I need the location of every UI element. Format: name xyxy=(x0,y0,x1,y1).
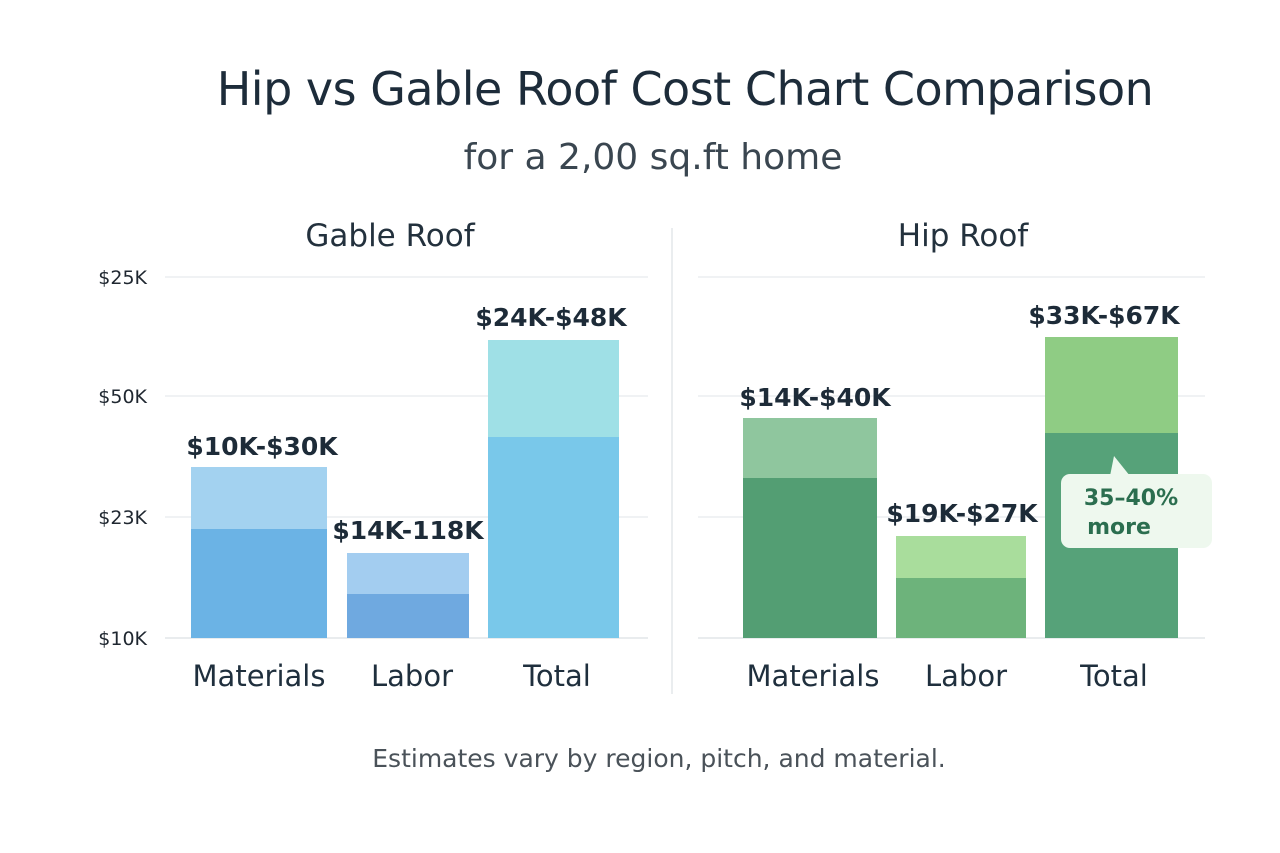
gable-roof-panel: Gable Roof $10K-$30K Materials $14K-118K Lab… xyxy=(186,218,628,693)
bar-range-upper xyxy=(1045,337,1178,433)
y-tick-label: $25K xyxy=(98,267,147,289)
callout-line-2: more xyxy=(1087,515,1151,540)
bar-range-base xyxy=(743,478,877,638)
bar-range-base xyxy=(347,594,469,638)
bar-range-upper xyxy=(488,340,619,437)
y-tick-label: $23K xyxy=(98,507,147,529)
bar-range-upper xyxy=(347,553,469,594)
chart-subtitle: for a 2,00 sq.ft home xyxy=(463,137,843,178)
bar-range-upper xyxy=(743,418,877,478)
bar-range-base xyxy=(191,529,327,638)
footnote: Estimates vary by region, pitch, and mat… xyxy=(372,744,946,773)
x-category-label: Labor xyxy=(925,659,1007,693)
callout-box xyxy=(1061,474,1212,548)
callout-pointer xyxy=(1110,456,1130,476)
y-axis-ticks: $25K $50K $23K $10K xyxy=(98,267,147,650)
panels: Gable Roof $10K-$30K Materials $14K-118K Lab… xyxy=(186,218,1212,693)
bar-range-base xyxy=(896,578,1026,638)
percent-more-callout: 35–40% more xyxy=(1061,456,1212,548)
y-tick-label: $10K xyxy=(98,628,147,650)
bar-value-label: $19K-$27K xyxy=(886,499,1039,528)
bar-value-label: $10K-$30K xyxy=(186,432,339,461)
x-category-label: Materials xyxy=(193,659,326,693)
chart-title: Hip vs Gable Roof Cost Chart Comparison xyxy=(216,62,1154,116)
x-category-label: Materials xyxy=(747,659,880,693)
bar-value-label: $24K-$48K xyxy=(475,303,628,332)
bar-range-upper xyxy=(896,536,1026,578)
bar-value-label: $14K-$40K xyxy=(739,383,892,412)
x-category-label: Total xyxy=(522,659,591,693)
callout-line-1: 35–40% xyxy=(1084,486,1178,511)
hip-roof-panel: Hip Roof $14K-$40K Materials $19K-$27K Labor… xyxy=(739,218,1212,693)
bar-range-base xyxy=(488,437,619,638)
y-tick-label: $50K xyxy=(98,386,147,408)
x-category-label: Labor xyxy=(371,659,453,693)
bar-value-label: $33K-$67K xyxy=(1028,301,1181,330)
bar-value-label: $14K-118K xyxy=(332,516,485,545)
bar-range-upper xyxy=(191,467,327,529)
panel-title: Hip Roof xyxy=(898,218,1030,254)
panel-title: Gable Roof xyxy=(305,218,475,254)
x-category-label: Total xyxy=(1079,659,1148,693)
